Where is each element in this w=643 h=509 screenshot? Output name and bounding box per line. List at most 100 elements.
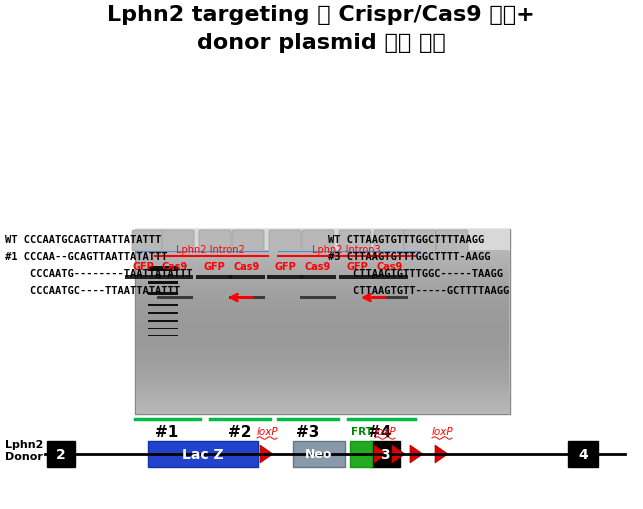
Bar: [136, 323, 509, 324]
Text: loxP: loxP: [431, 426, 453, 436]
Bar: [136, 359, 509, 360]
Text: Lac Z: Lac Z: [182, 447, 224, 461]
Text: #4: #4: [368, 424, 392, 439]
Bar: [136, 385, 509, 386]
Bar: [148, 335, 178, 336]
FancyBboxPatch shape: [339, 231, 371, 251]
Bar: [136, 315, 509, 316]
Bar: [136, 372, 509, 373]
FancyBboxPatch shape: [374, 231, 406, 251]
Bar: [136, 397, 509, 398]
Bar: [136, 373, 509, 374]
Bar: [136, 272, 509, 273]
Bar: [136, 329, 509, 330]
Bar: [136, 287, 509, 288]
Bar: [148, 328, 178, 329]
Bar: [267, 275, 303, 279]
Bar: [136, 282, 509, 284]
Bar: [136, 301, 509, 302]
Bar: [136, 270, 509, 271]
Text: #1 CCCAA--GCAGTTAATTATATTT: #1 CCCAA--GCAGTTAATTATATTT: [5, 251, 167, 262]
Text: #3: #3: [296, 424, 320, 439]
FancyBboxPatch shape: [162, 231, 194, 251]
Bar: [136, 328, 509, 329]
Bar: [136, 322, 509, 323]
Bar: [372, 296, 408, 299]
Bar: [136, 326, 509, 327]
Bar: [136, 380, 509, 381]
Bar: [157, 296, 193, 299]
Bar: [136, 256, 509, 257]
FancyBboxPatch shape: [269, 231, 301, 251]
Bar: [136, 275, 509, 276]
Bar: [136, 402, 509, 403]
Bar: [136, 321, 509, 322]
Bar: [300, 275, 336, 279]
Bar: [136, 387, 509, 388]
Bar: [136, 271, 509, 272]
Bar: [136, 303, 509, 304]
Bar: [136, 331, 509, 332]
Bar: [196, 275, 232, 279]
Bar: [136, 250, 509, 251]
Bar: [136, 366, 509, 367]
Bar: [136, 293, 509, 294]
Bar: [136, 361, 509, 362]
Text: 3: 3: [380, 447, 390, 461]
Bar: [136, 363, 509, 364]
Bar: [136, 319, 509, 320]
Bar: [136, 381, 509, 382]
Bar: [136, 370, 509, 371]
Bar: [136, 398, 509, 399]
Bar: [136, 306, 509, 307]
Bar: [136, 400, 509, 401]
Text: #3 CTTAAGTGTTTGGCTTTT-AAGG: #3 CTTAAGTGTTTGGCTTTT-AAGG: [328, 251, 491, 262]
FancyBboxPatch shape: [436, 231, 468, 251]
Bar: [136, 355, 509, 356]
Text: loxP: loxP: [256, 426, 278, 436]
Bar: [136, 388, 509, 389]
Bar: [136, 274, 509, 275]
Bar: [136, 379, 509, 380]
Bar: [300, 296, 336, 299]
Bar: [136, 297, 509, 298]
Bar: [136, 284, 509, 285]
Bar: [136, 356, 509, 357]
Bar: [136, 343, 509, 344]
Bar: [136, 279, 509, 280]
Bar: [136, 262, 509, 263]
Text: CTTAAGTGTTTGGC-----TAAGG: CTTAAGTGTTTGGC-----TAAGG: [328, 268, 503, 278]
Bar: [125, 275, 161, 279]
Bar: [136, 318, 509, 319]
Text: Lphn2 targeting 용 Crispr/Cas9 제작+: Lphn2 targeting 용 Crispr/Cas9 제작+: [107, 5, 535, 25]
Text: Lphn2
Donor: Lphn2 Donor: [5, 439, 43, 461]
Bar: [136, 405, 509, 406]
Bar: [136, 310, 509, 312]
FancyBboxPatch shape: [232, 231, 264, 251]
Text: GFP: GFP: [346, 262, 368, 271]
Text: Cas9: Cas9: [162, 262, 188, 271]
Bar: [136, 404, 509, 405]
Bar: [136, 259, 509, 260]
Bar: [136, 325, 509, 326]
Bar: [136, 286, 509, 287]
Bar: [136, 254, 509, 256]
Bar: [229, 275, 265, 279]
Polygon shape: [392, 445, 405, 463]
Text: loxP: loxP: [374, 426, 396, 436]
Polygon shape: [260, 445, 273, 463]
Bar: [136, 351, 509, 352]
Bar: [136, 305, 509, 306]
Text: CTTAAGTGTT-----GCTTTTAAGG: CTTAAGTGTT-----GCTTTTAAGG: [328, 286, 509, 295]
Bar: [136, 324, 509, 325]
Bar: [136, 327, 509, 328]
Bar: [148, 293, 178, 295]
Bar: [136, 348, 509, 349]
Bar: [136, 281, 509, 282]
Text: #2: #2: [228, 424, 252, 439]
Bar: [136, 376, 509, 377]
Bar: [136, 296, 509, 297]
Bar: [568, 441, 598, 467]
Bar: [136, 406, 509, 407]
Bar: [135, 230, 510, 414]
